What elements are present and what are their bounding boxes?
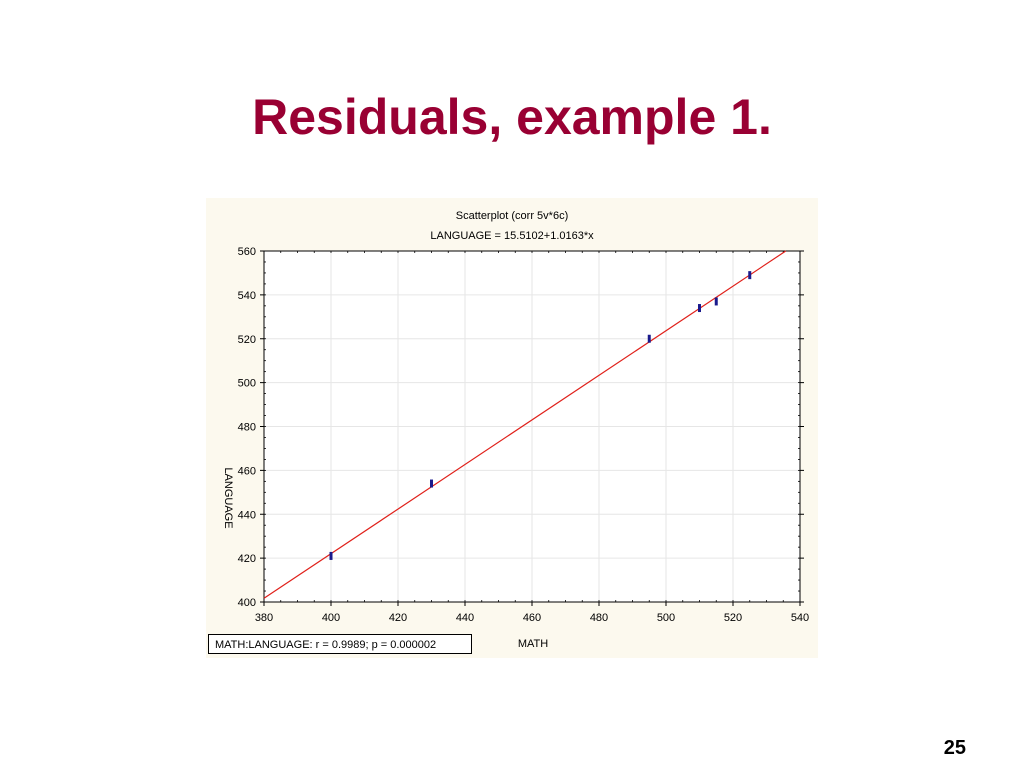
- x-tick-label: 460: [523, 612, 541, 624]
- y-tick-label: 400: [238, 597, 256, 609]
- y-tick-label: 420: [238, 553, 256, 565]
- x-tick-label: 540: [791, 612, 809, 624]
- x-tick-label: 440: [456, 612, 474, 624]
- data-point: [748, 271, 752, 280]
- x-tick-label: 480: [590, 612, 608, 624]
- data-point: [430, 479, 433, 488]
- slide-title: Residuals, example 1.: [252, 89, 772, 145]
- y-axis-label: LANGUAGE: [222, 467, 234, 528]
- y-tick-label: 480: [238, 422, 256, 434]
- y-tick-labels: 560 540 520 500 480 460 440 420 400: [238, 246, 256, 609]
- plot-frame: [263, 250, 801, 603]
- y-tick-label: 440: [238, 509, 256, 521]
- x-tick-label: 520: [724, 612, 742, 624]
- data-point: [714, 297, 718, 306]
- x-axis-label: MATH: [518, 638, 548, 650]
- y-tick-label: 560: [238, 246, 256, 258]
- x-tick-label: 400: [322, 612, 340, 624]
- y-tick-label: 460: [238, 465, 256, 477]
- scatterplot-chart: Scatterplot (corr 5v*6c) LANGUAGE = 15.5…: [222, 210, 809, 650]
- correlation-stats-box: MATH:LANGUAGE: r = 0.9989; p = 0.000002: [208, 634, 472, 654]
- x-tick-label: 420: [389, 612, 407, 624]
- data-point: [647, 334, 651, 343]
- chart-title: Scatterplot (corr 5v*6c): [456, 210, 568, 222]
- scatterplot-panel: Scatterplot (corr 5v*6c) LANGUAGE = 15.5…: [206, 198, 818, 658]
- y-tick-label: 540: [238, 290, 256, 302]
- page-number: 25: [943, 737, 966, 759]
- data-point: [329, 551, 333, 560]
- x-tick-label: 380: [255, 612, 273, 624]
- data-point: [698, 304, 701, 313]
- x-tick-labels: 380 400 420 440 460 480 500 520 540: [255, 612, 809, 624]
- x-tick-label: 500: [657, 612, 675, 624]
- y-tick-label: 500: [238, 378, 256, 390]
- y-tick-label: 520: [238, 334, 256, 346]
- chart-subtitle: LANGUAGE = 15.5102+1.0163*x: [430, 230, 594, 242]
- data-points: [329, 271, 752, 560]
